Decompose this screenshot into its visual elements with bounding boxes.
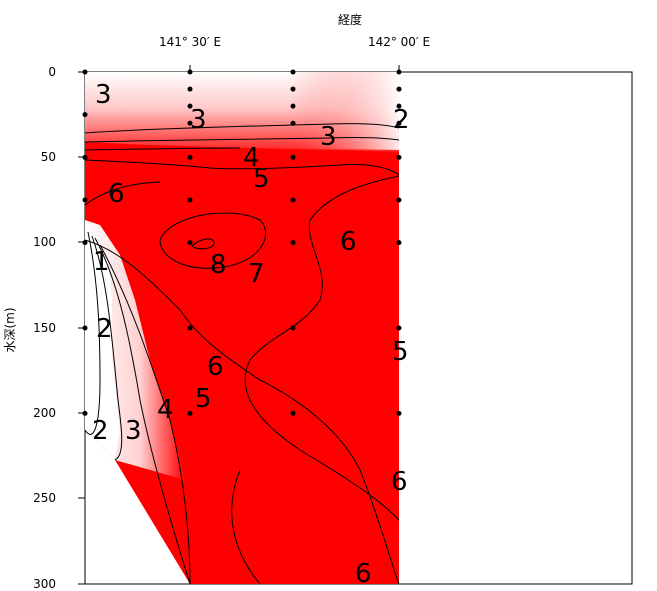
- y-tick: 200: [33, 406, 85, 420]
- y-tick: 50: [41, 150, 85, 164]
- contour-label: 8: [210, 250, 227, 280]
- sample-point: [290, 197, 296, 203]
- contour-line: [84, 123, 400, 134]
- sample-points: [82, 69, 402, 416]
- sample-point: [396, 240, 402, 246]
- contour-line: [99, 244, 191, 585]
- contour-label: 3: [320, 122, 337, 152]
- surface-right-fade: [290, 72, 399, 150]
- sample-point: [290, 86, 296, 92]
- sample-point: [396, 410, 402, 416]
- contour-label: 1: [93, 247, 110, 277]
- contour-label: 3: [125, 416, 142, 446]
- x-tick-label: 142° 00′ E: [368, 35, 430, 49]
- contour-labels: 3 3 3 2 4 5 6 6 8 7 1 2 6 5 4 3 2 5 6 6: [92, 80, 410, 589]
- contour-label: 6: [207, 352, 224, 382]
- contour-line: [94, 237, 191, 585]
- contour-label: 6: [108, 179, 125, 209]
- sample-point: [187, 325, 193, 331]
- sample-point: [82, 112, 88, 118]
- sample-point: [290, 69, 296, 75]
- sample-point: [290, 154, 296, 160]
- contour-label: 4: [243, 143, 260, 173]
- contour-label: 6: [355, 559, 372, 589]
- y-tick-label: 300: [33, 577, 56, 591]
- y-tick-label: 150: [33, 321, 56, 335]
- contour-line: [91, 235, 123, 461]
- sample-point: [187, 154, 193, 160]
- y-tick-label: 250: [33, 491, 56, 505]
- contour-label: 3: [95, 80, 112, 110]
- sample-point: [396, 197, 402, 203]
- sample-point: [396, 86, 402, 92]
- sample-point: [82, 240, 88, 246]
- sample-point: [290, 410, 296, 416]
- sample-point: [82, 197, 88, 203]
- contour-lines: [84, 123, 400, 585]
- contour-line: [84, 147, 241, 151]
- contour-line: [84, 137, 400, 143]
- y-axis-title: 水深(m): [3, 307, 17, 352]
- y-tick-label: 50: [41, 150, 56, 164]
- sample-point: [187, 103, 193, 109]
- y-tick: 100: [33, 235, 85, 249]
- y-tick-label: 200: [33, 406, 56, 420]
- y-tick-label: 100: [33, 235, 56, 249]
- y-tick: 0: [48, 65, 85, 79]
- contour-label: 3: [190, 105, 207, 135]
- y-axis: 0 50 100 150 200 250 300 水深(m): [3, 65, 85, 591]
- y-tick: 250: [33, 491, 85, 505]
- contour-line: [84, 231, 101, 435]
- sample-point: [187, 86, 193, 92]
- sample-point: [396, 154, 402, 160]
- contour-line: [84, 159, 400, 176]
- contour-line: [159, 212, 266, 269]
- x-tick-label: 141° 30′ E: [159, 35, 221, 49]
- contour-label: 5: [392, 337, 409, 367]
- contour-line: [231, 469, 261, 585]
- contour-label: 6: [391, 467, 408, 497]
- contour-label: 2: [393, 105, 410, 135]
- sample-point: [290, 240, 296, 246]
- sample-point: [396, 325, 402, 331]
- sample-point: [290, 325, 296, 331]
- contour-line: [244, 175, 400, 521]
- y-tick-label: 0: [48, 65, 56, 79]
- contour-label: 2: [92, 416, 109, 446]
- y-tick: 150: [33, 321, 85, 335]
- sample-point: [290, 103, 296, 109]
- sample-point: [396, 103, 402, 109]
- sample-point: [396, 120, 402, 126]
- sample-point: [187, 240, 193, 246]
- sample-point: [187, 410, 193, 416]
- contour-line: [84, 181, 161, 206]
- coastal-white: [85, 230, 120, 460]
- sample-point: [187, 197, 193, 203]
- contour-label: 2: [96, 314, 113, 344]
- contour-line: [191, 238, 215, 250]
- contour-label: 5: [195, 384, 212, 414]
- contour-label: 6: [340, 227, 357, 257]
- sample-point: [187, 120, 193, 126]
- contour-label: 5: [253, 164, 270, 194]
- x-axis-title: 経度: [338, 12, 362, 27]
- sample-point: [290, 120, 296, 126]
- x-axis: 経度 141° 30′ E 142° 00′ E: [159, 12, 430, 72]
- contour-line: [84, 239, 400, 585]
- y-tick: 300: [33, 577, 85, 591]
- contour-label: 4: [157, 395, 174, 425]
- contour-label: 7: [248, 259, 265, 289]
